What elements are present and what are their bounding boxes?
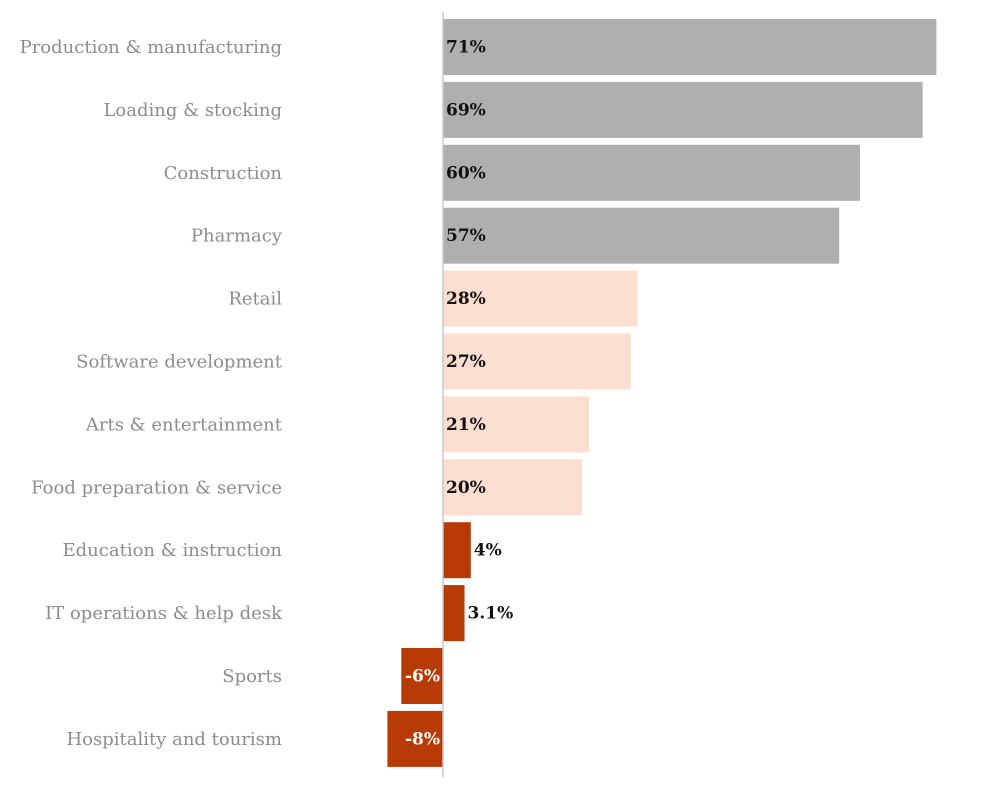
bar-10: [443, 585, 465, 642]
value-label: 57%: [446, 226, 486, 246]
bar-11: [401, 648, 443, 704]
category-label: Food preparation & service: [31, 477, 282, 498]
bar-2: [443, 81, 923, 138]
category-labels: Production & manufacturing Loading & stoc…: [20, 37, 283, 750]
value-label: 71%: [446, 38, 486, 58]
bar-5: [443, 270, 638, 327]
value-label: 20%: [446, 478, 486, 498]
bar-9: [443, 522, 471, 579]
value-label: 21%: [446, 415, 486, 435]
category-label: Construction: [164, 163, 283, 184]
value-label: 69%: [446, 100, 486, 120]
bar-1: [443, 19, 937, 75]
bar-7: [443, 396, 589, 453]
bar-6: [443, 333, 631, 390]
bar-4: [443, 207, 840, 264]
bar-3: [443, 144, 860, 201]
value-label: 60%: [446, 163, 486, 183]
value-label: -8%: [405, 729, 440, 749]
value-labels: 71% 69% 60% 57% 28% 27% 21% 20% 4% 3.1% -6% -8%: [405, 38, 513, 750]
category-label: Loading & stocking: [103, 100, 282, 121]
value-label: -6%: [405, 667, 440, 687]
value-label: 4%: [474, 541, 502, 561]
category-label: Hospitality and tourism: [66, 729, 282, 750]
value-label: 3.1%: [468, 604, 514, 624]
category-label: Production & manufacturing: [20, 37, 282, 58]
category-label: IT operations & help desk: [45, 603, 283, 624]
category-label: Software development: [76, 352, 283, 373]
bar-12: [387, 710, 443, 767]
category-label: Education & instruction: [63, 540, 283, 561]
bars-layer: [387, 19, 937, 767]
value-label: 27%: [446, 352, 486, 372]
category-label: Sports: [222, 666, 282, 687]
category-label: Arts & entertainment: [85, 414, 283, 435]
bar-8: [443, 459, 582, 516]
category-label: Retail: [228, 289, 282, 310]
category-label: Pharmacy: [191, 226, 283, 247]
value-label: 28%: [446, 289, 486, 309]
